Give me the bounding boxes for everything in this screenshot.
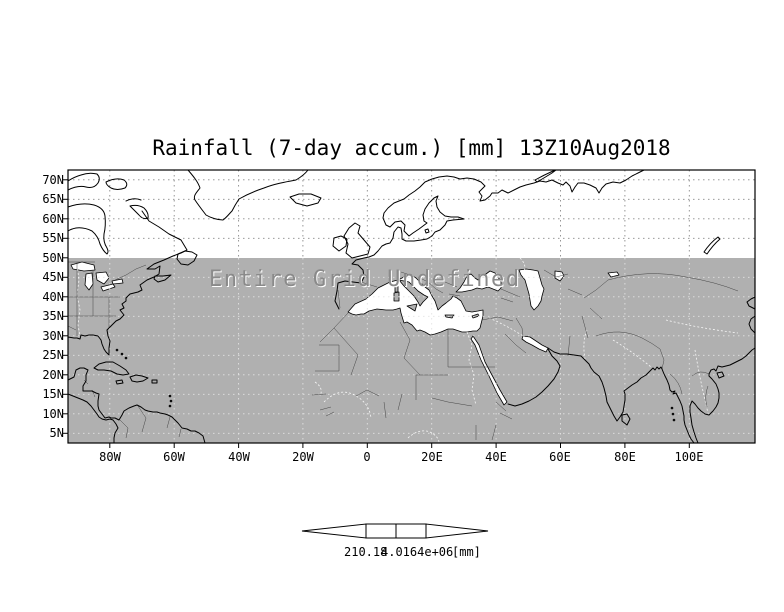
- y-tick-label: 40N: [42, 290, 64, 304]
- rivers: [76, 257, 739, 443]
- colorbar-label-left: 210.18: [344, 545, 388, 559]
- y-tick-label: 55N: [42, 231, 64, 245]
- colorbar-right-arrow: [425, 523, 489, 539]
- y-tick-label: 20N: [42, 368, 64, 382]
- coastlines: [67, 169, 756, 444]
- y-tick-label: 60N: [42, 212, 64, 226]
- x-tick-label: 40W: [228, 450, 250, 464]
- colorbar-units: [mm]: [452, 545, 481, 559]
- no-data-message: Entire Grid Undefined: [209, 267, 521, 292]
- map-plot: [63, 169, 756, 448]
- x-tick-label: 60W: [163, 450, 185, 464]
- y-tick-label: 65N: [42, 192, 64, 206]
- borders: [67, 261, 739, 441]
- x-tick-label: 80W: [99, 450, 121, 464]
- y-tick-label: 10N: [42, 407, 64, 421]
- graticule: [68, 170, 755, 443]
- plot-frame: [67, 169, 756, 444]
- axis-ticks: [63, 179, 690, 448]
- x-tick-label: 20E: [421, 450, 443, 464]
- colorbar-left-arrow: [301, 523, 367, 539]
- x-tick-label: 40E: [485, 450, 507, 464]
- x-tick-label: 20W: [292, 450, 314, 464]
- colorbar-cell: [395, 523, 427, 539]
- y-tick-label: 70N: [42, 173, 64, 187]
- colorbar-cell: [365, 523, 397, 539]
- x-tick-label: 100E: [674, 450, 704, 464]
- x-tick-label: 60E: [549, 450, 571, 464]
- y-tick-label: 50N: [42, 251, 64, 265]
- x-tick-label: 0: [363, 450, 371, 464]
- chart-title: Rainfall (7-day accum.) [mm] 13Z10Aug201…: [152, 136, 671, 160]
- y-tick-label: 35N: [42, 309, 64, 323]
- y-tick-label: 15N: [42, 387, 64, 401]
- colorbar: [301, 523, 489, 539]
- y-tick-label: 45N: [42, 270, 64, 284]
- y-tick-label: 5N: [49, 426, 64, 440]
- x-tick-label: 80E: [614, 450, 636, 464]
- y-tick-label: 25N: [42, 348, 64, 362]
- colorbar-label-right: 4.0164e+06: [381, 545, 454, 559]
- y-tick-label: 30N: [42, 329, 64, 343]
